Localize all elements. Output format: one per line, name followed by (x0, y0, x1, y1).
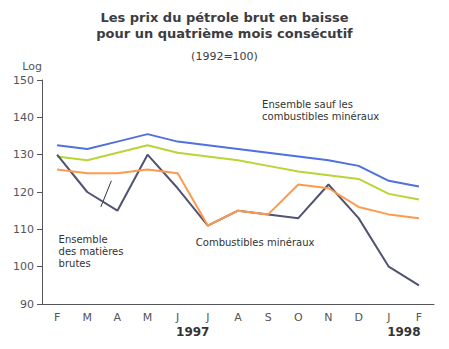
svg-text:A: A (114, 311, 122, 324)
svg-text:S: S (265, 311, 272, 324)
svg-text:Ensemble: Ensemble (59, 234, 108, 245)
svg-text:D: D (354, 311, 362, 324)
svg-text:1998: 1998 (387, 325, 420, 339)
svg-text:pour un quatrième mois consécu: pour un quatrième mois consécutif (96, 26, 353, 41)
svg-text:150: 150 (13, 74, 34, 87)
svg-text:130: 130 (13, 148, 34, 161)
svg-text:M: M (143, 311, 153, 324)
svg-text:F: F (416, 311, 422, 324)
svg-text:90: 90 (20, 298, 34, 311)
svg-text:100: 100 (13, 260, 34, 273)
svg-text:combustibles minéraux: combustibles minéraux (262, 111, 379, 122)
svg-text:brutes: brutes (59, 258, 91, 269)
svg-text:J: J (205, 311, 209, 324)
svg-text:J: J (386, 311, 390, 324)
svg-text:140: 140 (13, 111, 34, 124)
svg-text:J: J (175, 311, 179, 324)
svg-text:120: 120 (13, 186, 34, 199)
svg-text:Combustibles minéraux: Combustibles minéraux (196, 237, 315, 248)
svg-text:Les prix du pétrole brut en ba: Les prix du pétrole brut en baisse (100, 10, 348, 25)
svg-text:N: N (324, 311, 332, 324)
svg-text:Log: Log (22, 60, 42, 73)
svg-text:1997: 1997 (176, 325, 209, 339)
svg-text:F: F (54, 311, 60, 324)
svg-text:M: M (82, 311, 92, 324)
svg-text:des matières: des matières (59, 246, 124, 257)
svg-text:(1992=100): (1992=100) (191, 50, 258, 63)
svg-text:O: O (294, 311, 303, 324)
svg-text:Ensemble sauf les: Ensemble sauf les (262, 99, 353, 110)
svg-text:A: A (234, 311, 242, 324)
svg-text:110: 110 (13, 223, 34, 236)
